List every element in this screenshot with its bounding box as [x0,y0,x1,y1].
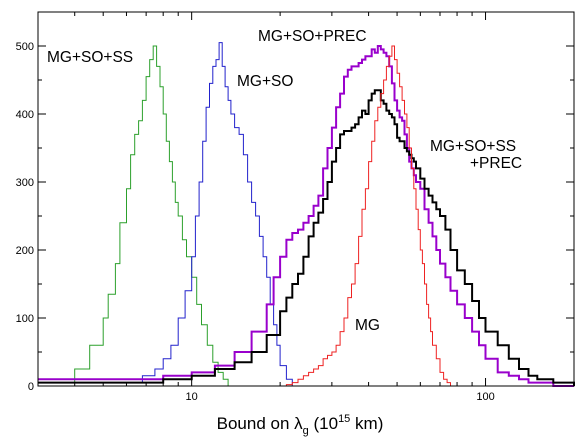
x-axis-label-paren: (10 [309,414,338,433]
y-tick-label: 400 [16,109,34,121]
series-mg-so-ss-prec-line [38,89,575,386]
x-axis-label-subscript: g [303,425,309,437]
x-axis-label-unit: km) [350,414,383,433]
plot-frame [37,11,575,387]
y-tick-label: 300 [16,177,34,189]
y-tick-label: 500 [16,41,34,53]
series-label-mg-so-ss-prec: MG+SO+SS [430,138,516,155]
series-layer [38,42,575,387]
series-mg-so-prec-line [38,45,574,387]
series-label-mg-so: MG+SO [237,73,293,90]
y-tick-label: 0 [28,381,34,393]
x-axis-label: Bound on λg (1015 km) [217,413,384,437]
series-label-mg-so-ss-prec: +PREC [470,155,522,172]
series-label-mg-so-ss: MG+SO+SS [47,49,133,66]
x-tick-label: 10 [186,391,198,403]
y-tick-label: 100 [16,313,34,325]
series-label-mg-so-prec: MG+SO+PREC [258,28,367,45]
series-label-mg: MG [355,317,380,334]
y-tick-label: 200 [16,245,34,257]
ticks-layer: 0 100 200 300 400 500 10 100 [16,12,575,403]
x-tick-label: 100 [476,391,494,403]
series-mg-so-line [126,42,293,386]
x-axis-label-superscript: 15 [338,413,350,425]
series-mg-so-ss-line [38,45,229,386]
series-mg-line [280,45,458,387]
x-axis-label-main: Bound on λ [217,414,304,433]
